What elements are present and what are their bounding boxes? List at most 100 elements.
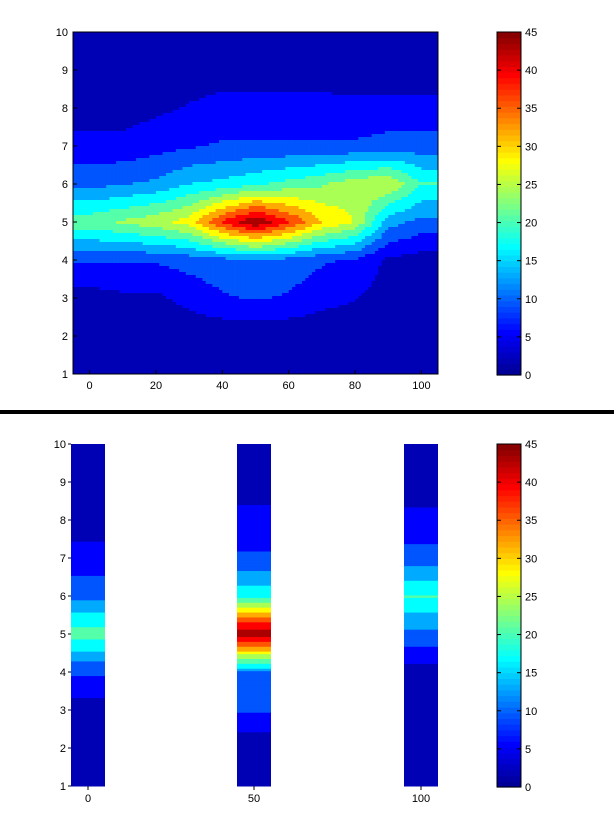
contour-cell	[99, 80, 104, 84]
contour-cell	[182, 44, 187, 48]
contour-cell	[338, 83, 343, 87]
contour-cell	[348, 149, 353, 153]
contour-cell	[119, 131, 124, 135]
contour-cell	[368, 59, 373, 63]
contour-cell	[185, 77, 190, 81]
contour-cell	[89, 143, 94, 147]
contour-cell	[169, 128, 174, 132]
contour-cell	[315, 56, 320, 60]
contour-cell	[374, 59, 379, 63]
contour-cell	[295, 77, 300, 81]
contour-cell	[99, 110, 104, 114]
contour-cell	[169, 80, 174, 84]
contour-cell	[345, 149, 349, 153]
contour-cell	[73, 158, 77, 162]
contour-cell	[169, 167, 174, 171]
contour-cell	[351, 98, 356, 102]
contour-cell	[305, 68, 310, 72]
contour-cell	[102, 41, 107, 45]
contour-cell	[122, 41, 127, 45]
contour-cell	[315, 47, 320, 51]
contour-cell	[215, 146, 220, 150]
contour-cell	[99, 86, 104, 90]
contour-cell	[228, 158, 233, 162]
contour-cell	[165, 47, 170, 51]
contour-cell	[89, 68, 94, 72]
contour-cell	[86, 128, 91, 132]
contour-cell	[185, 59, 190, 63]
contour-cell	[292, 65, 296, 69]
contour-cell	[278, 41, 283, 45]
contour-cell	[411, 68, 416, 72]
contour-cell	[388, 80, 393, 84]
contour-cell	[351, 83, 356, 87]
contour-cell	[132, 56, 137, 60]
contour-cell	[305, 119, 310, 123]
contour-cell	[162, 104, 167, 108]
contour-cell	[398, 164, 402, 168]
contour-cell	[311, 89, 316, 93]
contour-cell	[195, 47, 200, 51]
contour-cell	[235, 128, 240, 132]
contour-cell	[169, 47, 174, 51]
contour-cell	[371, 164, 376, 168]
contour-cell	[341, 44, 346, 48]
contour-cell	[401, 92, 406, 96]
contour-cell	[228, 125, 233, 129]
contour-cell	[381, 62, 386, 66]
contour-cell	[252, 107, 256, 111]
contour-cell	[288, 47, 293, 51]
contour-cell	[288, 161, 293, 165]
contour-cell	[112, 92, 117, 96]
contour-cell	[301, 62, 306, 66]
contour-cell	[139, 113, 144, 117]
contour-cell	[129, 113, 134, 117]
contour-cell	[311, 119, 316, 123]
contour-cell	[275, 92, 280, 96]
contour-cell	[351, 110, 356, 114]
contour-cell	[122, 38, 127, 42]
contour-cell	[142, 146, 147, 150]
contour-cell	[285, 56, 290, 60]
contour-cell	[401, 62, 406, 66]
contour-cell	[285, 68, 290, 72]
contour-cell	[345, 161, 349, 165]
contour-cell	[394, 98, 399, 102]
contour-cell	[288, 95, 293, 99]
contour-cell	[92, 35, 97, 39]
contour-cell	[431, 71, 436, 75]
contour-cell	[199, 47, 203, 51]
contour-cell	[82, 152, 87, 156]
contour-cell	[414, 107, 419, 111]
contour-cell	[175, 41, 180, 45]
contour-cell	[89, 110, 94, 114]
contour-cell	[169, 41, 174, 45]
contour-cell	[335, 161, 339, 165]
contour-cell	[209, 44, 213, 48]
contour-cell	[245, 164, 250, 168]
contour-cell	[99, 146, 104, 150]
contour-cell	[175, 164, 180, 168]
contour-cell	[305, 80, 310, 84]
contour-cell	[185, 44, 190, 48]
contour-cell	[245, 152, 250, 156]
contour-cell	[295, 83, 300, 87]
contour-cell	[169, 125, 174, 129]
contour-cell	[225, 167, 230, 171]
contour-cell	[378, 38, 383, 42]
contour-cell	[132, 71, 137, 75]
contour-cell	[142, 110, 147, 114]
contour-cell	[202, 125, 207, 129]
contour-cell	[408, 152, 412, 156]
contour-cell	[374, 152, 379, 156]
contour-cell	[112, 38, 117, 42]
contour-cell	[192, 113, 197, 117]
contour-cell	[179, 125, 183, 129]
contour-cell	[82, 98, 87, 102]
contour-cell	[282, 122, 286, 126]
contour-cell	[109, 74, 114, 78]
contour-cell	[434, 89, 439, 93]
contour-cell	[335, 71, 339, 75]
contour-cell	[408, 71, 412, 75]
contour-cell	[335, 98, 339, 102]
